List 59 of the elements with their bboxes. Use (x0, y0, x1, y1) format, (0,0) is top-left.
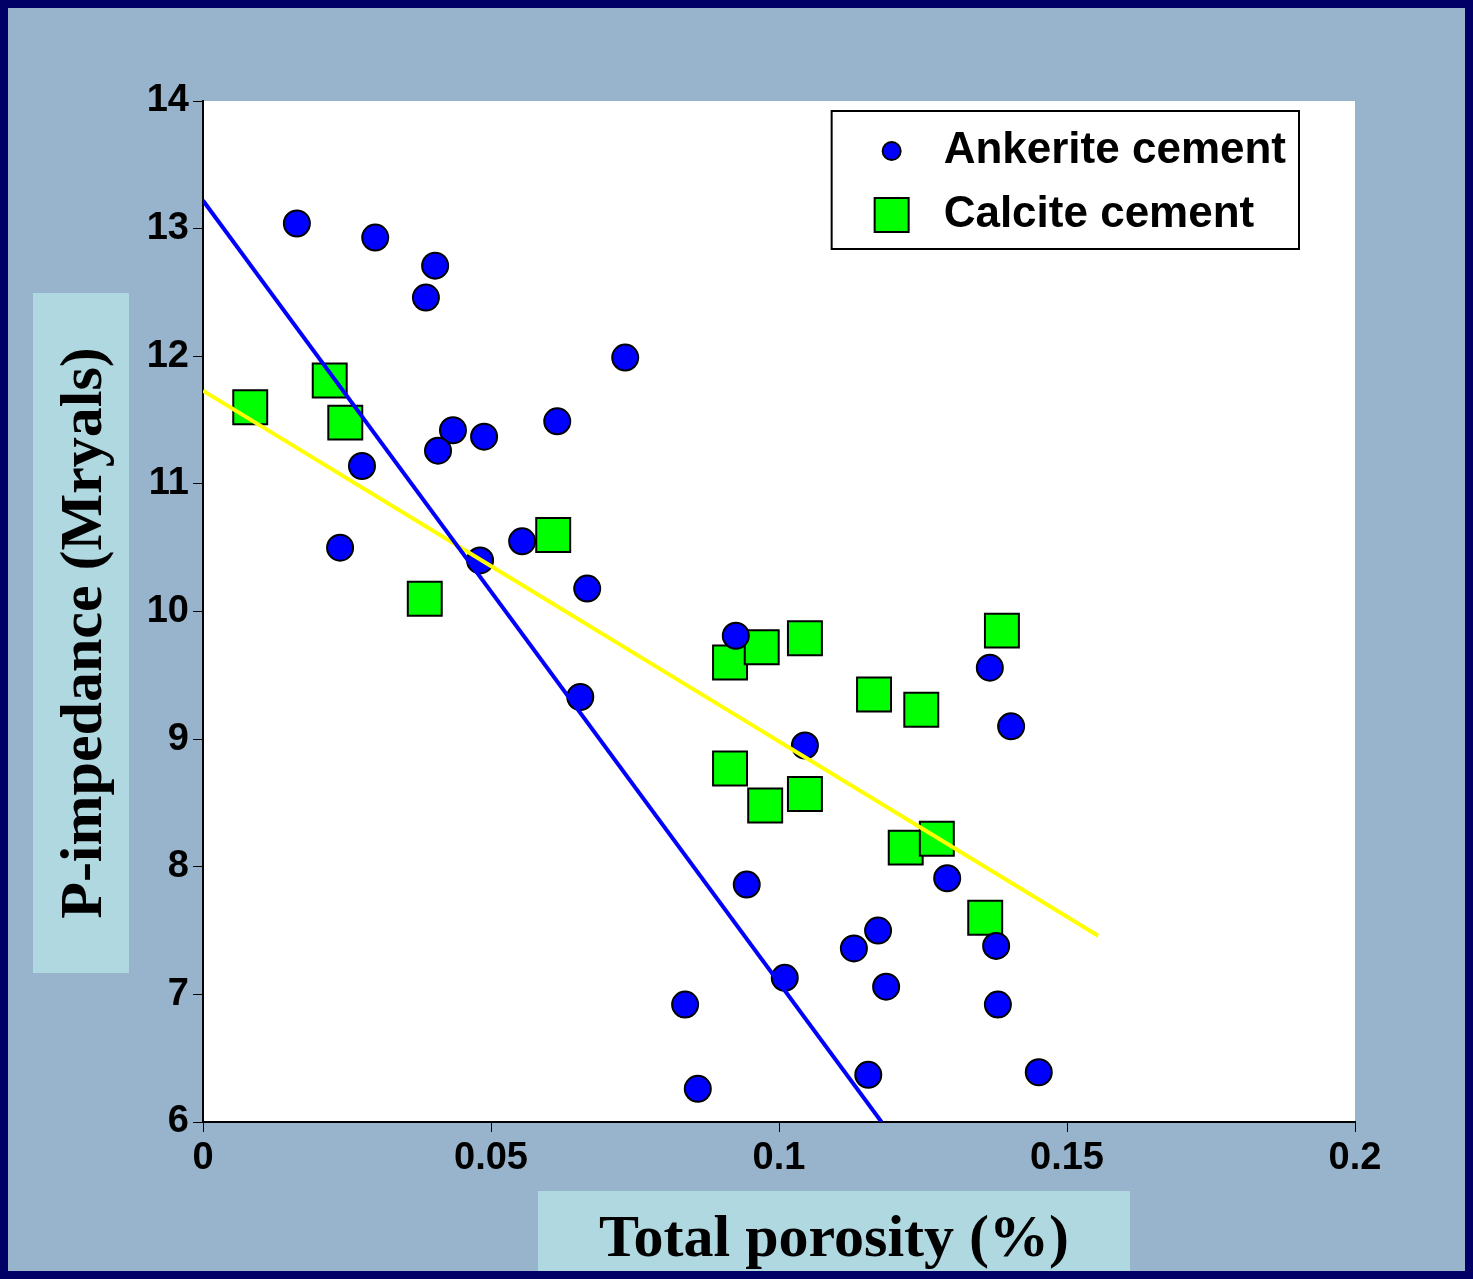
y-tick-label: 6 (167, 1098, 189, 1141)
point (983, 990, 1012, 1019)
x-tick-label: 0.05 (454, 1135, 528, 1178)
point (712, 750, 749, 787)
point (361, 223, 390, 252)
point (839, 934, 868, 963)
point (967, 899, 1004, 936)
x-tick-label: 0.15 (1030, 1135, 1104, 1178)
y-axis-title: P-impedance (Mryals) (33, 293, 129, 973)
legend-label: Ankerite cement (943, 123, 1287, 173)
point (732, 870, 761, 899)
legend-label: Calcite cement (943, 187, 1255, 237)
point (854, 1060, 883, 1089)
point (683, 1074, 712, 1103)
x-tick-label: 0 (192, 1135, 214, 1178)
point (721, 621, 750, 650)
point (411, 283, 440, 312)
y-tick-label: 7 (167, 970, 189, 1013)
point (543, 407, 572, 436)
point (747, 787, 784, 824)
point (872, 972, 901, 1001)
point (347, 452, 376, 481)
point (786, 620, 823, 657)
y-tick-label: 9 (167, 715, 189, 758)
y-tick-label: 13 (146, 205, 189, 248)
point (611, 343, 640, 372)
point (470, 422, 499, 451)
point (887, 829, 924, 866)
point (743, 629, 780, 666)
point (232, 389, 269, 426)
point (282, 209, 311, 238)
point (997, 712, 1026, 741)
y-tick-label: 10 (146, 587, 189, 630)
y-tick-label: 14 (146, 77, 189, 120)
point (903, 691, 940, 728)
point (864, 916, 893, 945)
x-tick-label: 0.1 (752, 1135, 806, 1178)
point (671, 990, 700, 1019)
y-tick-label: 8 (167, 843, 189, 886)
point (786, 776, 823, 812)
point (508, 527, 537, 556)
point (406, 580, 443, 617)
point (438, 416, 467, 445)
point (424, 436, 453, 465)
point (982, 931, 1011, 960)
point (573, 574, 602, 603)
point (535, 516, 572, 553)
point (421, 251, 450, 280)
x-tick-label: 0.2 (1328, 1135, 1382, 1178)
point (326, 533, 355, 562)
y-tick-label: 11 (148, 460, 189, 503)
x-axis-title: Total porosity (%) (597, 1201, 1070, 1271)
point (1024, 1058, 1053, 1087)
point (933, 864, 962, 893)
point (327, 404, 364, 441)
point (856, 676, 893, 713)
y-tick-label: 12 (146, 332, 189, 375)
point (983, 612, 1020, 649)
point (975, 653, 1004, 682)
